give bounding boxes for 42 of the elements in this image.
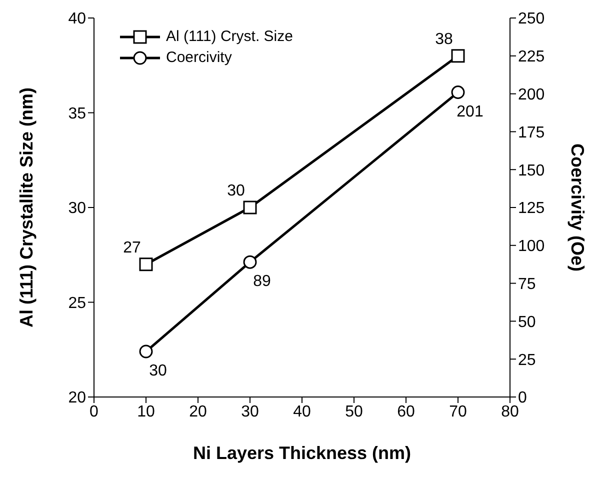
x-tick-label: 50 <box>345 403 363 420</box>
legend-label: Al (111) Cryst. Size <box>166 28 293 45</box>
y2-tick-label: 225 <box>518 48 545 66</box>
x-tick-label: 80 <box>501 403 519 420</box>
x-tick-label: 0 <box>90 403 99 420</box>
y-tick-label: 20 <box>68 390 86 407</box>
y-tick-label: 30 <box>68 200 86 218</box>
y-tick-label: 40 <box>68 10 86 28</box>
y2-tick-label: 175 <box>518 124 545 142</box>
x-tick-label: 40 <box>293 403 311 420</box>
data-label: 38 <box>435 30 453 48</box>
data-label: 27 <box>123 239 141 256</box>
point <box>243 255 257 269</box>
y2-tick-label: 200 <box>518 86 545 104</box>
y-tick-label: 25 <box>68 294 86 312</box>
point <box>243 200 257 214</box>
legend-label: Coercivity <box>166 49 232 66</box>
x-tick-label: 20 <box>189 403 207 420</box>
y2-tick-label: 50 <box>518 314 536 331</box>
y2-axis-title: Coercivity (Oe) <box>568 143 588 272</box>
y2-tick-label: 100 <box>518 238 545 256</box>
y2-tick-label: 150 <box>518 162 545 180</box>
y-tick-label: 35 <box>68 105 86 122</box>
x-tick-label: 60 <box>397 403 415 420</box>
x-tick-label: 10 <box>137 403 155 420</box>
point <box>451 49 465 63</box>
x-axis-title: Ni Layers Thickness (nm) <box>192 443 412 463</box>
y2-tick-label: 25 <box>518 352 536 369</box>
y2-tick-label: 0 <box>518 390 527 407</box>
data-label: 201 <box>456 103 484 120</box>
y-axis-title: Al (111) Crystallite Size (nm) <box>16 87 36 328</box>
point <box>451 86 465 100</box>
data-label: 30 <box>149 362 167 380</box>
y2-tick-label: 250 <box>518 10 545 28</box>
data-label: 89 <box>253 273 271 290</box>
data-label: 30 <box>227 182 245 200</box>
y2-tick-label: 75 <box>518 276 536 293</box>
x-tick-label: 70 <box>449 403 467 420</box>
point <box>139 344 153 358</box>
x-tick-label: 30 <box>241 403 259 420</box>
point <box>139 258 153 272</box>
y2-tick-label: 125 <box>518 200 545 218</box>
